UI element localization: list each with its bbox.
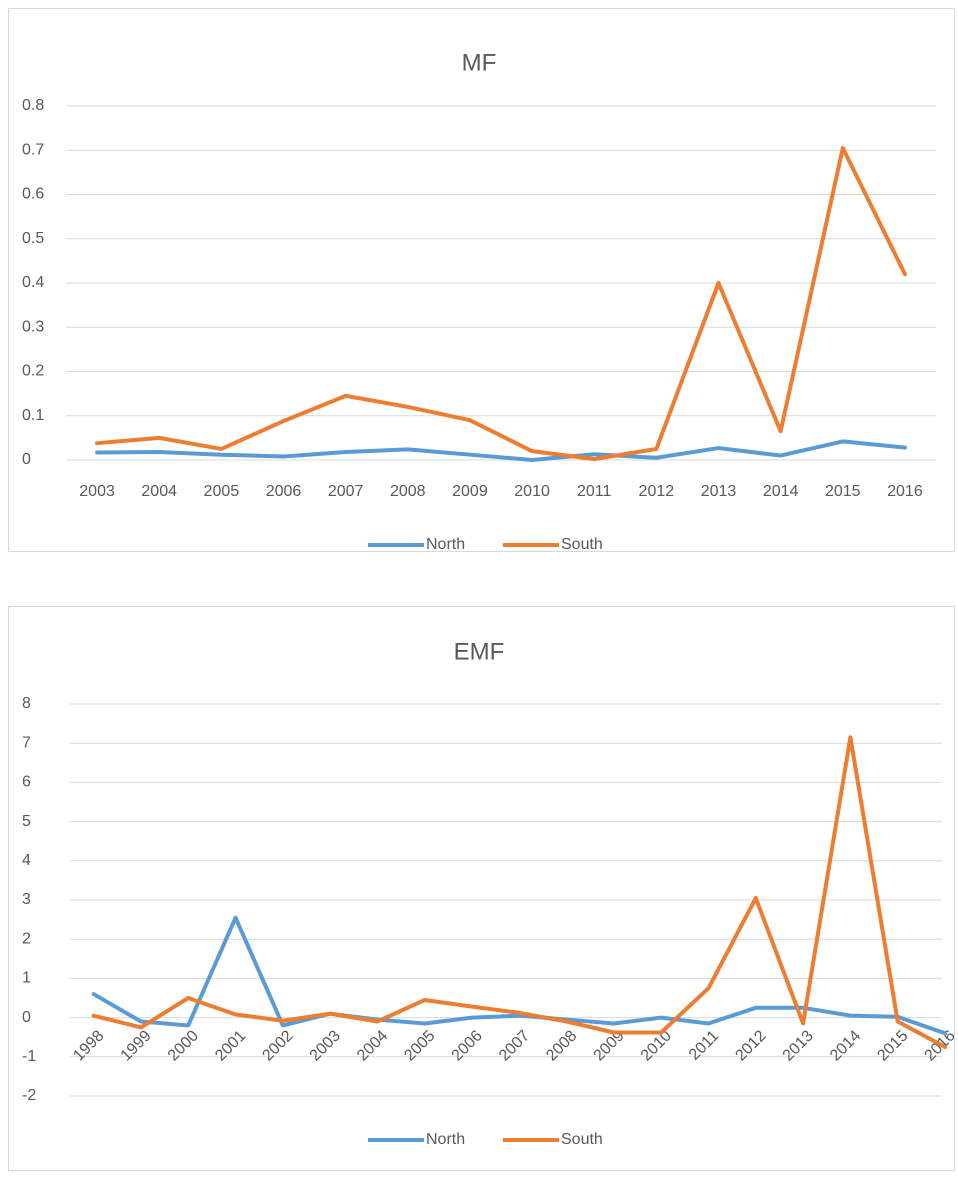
x-tick-label: 2008 — [390, 483, 426, 500]
x-tick-label: 2007 — [328, 483, 364, 500]
x-tick-label: 2010 — [514, 483, 550, 500]
line-series — [95, 146, 907, 462]
x-tick-label: 2003 — [79, 483, 115, 500]
y-tick-label: 0.6 — [22, 186, 44, 203]
y-tick-label: 0.8 — [22, 97, 44, 114]
x-tick-label: 2015 — [825, 483, 861, 500]
legend-label: North — [426, 1131, 465, 1148]
y-tick-label: 7 — [22, 734, 31, 751]
y-tick-label: 8 — [22, 695, 31, 712]
x-tick-label: 2013 — [701, 483, 737, 500]
y-tick-label: 0.5 — [22, 230, 44, 247]
x-tick-label: 2006 — [266, 483, 302, 500]
x-tick-label: 2004 — [141, 483, 177, 500]
legend-label: South — [561, 1131, 603, 1148]
x-tick-label: 2011 — [577, 483, 612, 500]
legend-label: South — [561, 536, 603, 553]
y-tick-label: 0.3 — [22, 318, 44, 335]
chart-title: EMF — [454, 638, 505, 665]
y-tick-label: 1 — [22, 970, 31, 987]
line-series — [95, 439, 907, 462]
legend-label: North — [426, 536, 465, 553]
y-tick-label: 6 — [22, 774, 31, 791]
y-tick-label: 0.7 — [22, 141, 44, 158]
line-series — [91, 735, 947, 1049]
x-tick-label: 2016 — [887, 483, 923, 500]
y-tick-label: 0 — [22, 451, 31, 468]
chart-frame — [8, 606, 955, 1171]
chart-frame — [8, 8, 955, 552]
x-tick-label: 2012 — [639, 483, 675, 500]
line-series — [91, 915, 947, 1036]
y-tick-label: 0.1 — [22, 407, 44, 424]
y-tick-label: 3 — [22, 891, 31, 908]
x-tick-label: 2009 — [452, 483, 488, 500]
chart-title: MF — [462, 49, 497, 76]
y-tick-label: 0.2 — [22, 363, 44, 380]
y-tick-label: 2 — [22, 930, 31, 947]
y-tick-label: -2 — [22, 1087, 36, 1104]
y-tick-label: 0 — [22, 1009, 31, 1026]
y-tick-label: 0.4 — [22, 274, 44, 291]
x-tick-label: 2014 — [763, 483, 799, 500]
y-tick-label: -1 — [22, 1048, 36, 1065]
y-tick-label: 5 — [22, 813, 31, 830]
y-tick-label: 4 — [22, 852, 31, 869]
x-tick-label: 2005 — [204, 483, 240, 500]
